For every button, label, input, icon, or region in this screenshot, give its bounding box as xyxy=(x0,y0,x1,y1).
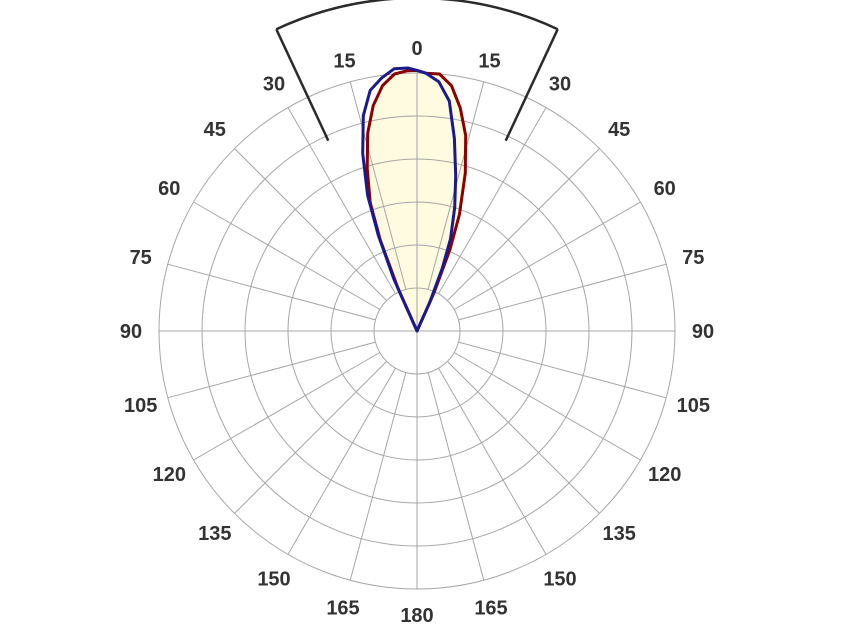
grid-spoke xyxy=(287,107,396,295)
angle-tick-label: 15 xyxy=(333,51,355,73)
angle-tick-label: 75 xyxy=(682,247,704,269)
grid-spoke xyxy=(349,372,407,581)
angle-tick-label: 150 xyxy=(543,569,576,591)
angle-tick-label: 90 xyxy=(692,321,714,343)
angle-tick-label: 60 xyxy=(654,178,676,200)
grid-spoke xyxy=(349,81,407,290)
angle-tick-label: 60 xyxy=(158,178,180,200)
grid-spoke xyxy=(427,372,485,581)
grid-spoke xyxy=(234,361,387,514)
beam-fill-area xyxy=(367,70,466,332)
angle-tick-label: 45 xyxy=(204,119,226,141)
angle-tick-label: 120 xyxy=(153,464,186,486)
angle-tick-label: 75 xyxy=(130,247,152,269)
angle-tick-label: 105 xyxy=(124,395,157,417)
grid-spoke xyxy=(234,148,387,301)
series-blue-curve xyxy=(361,66,458,333)
grid-spoke xyxy=(438,107,547,295)
angle-tick-label: 90 xyxy=(120,321,142,343)
angle-tick-label: 180 xyxy=(400,605,433,627)
angle-tick-label: 105 xyxy=(677,395,710,417)
grid-spoke xyxy=(453,201,641,310)
beam-fill-layer xyxy=(367,70,466,332)
beam-sector-left-edge xyxy=(275,28,330,142)
grid-spoke xyxy=(193,201,381,310)
angle-tick-label: 165 xyxy=(474,597,507,619)
angle-tick-label: 135 xyxy=(603,523,636,545)
angle-tick-label: 165 xyxy=(326,597,359,619)
beam-sector xyxy=(275,0,559,142)
grid-spoke xyxy=(167,263,376,321)
angle-tick-label: 45 xyxy=(608,119,630,141)
angle-tick-label: 120 xyxy=(648,464,681,486)
grid-spoke xyxy=(438,367,547,555)
grid-spoke xyxy=(193,352,381,461)
series-layer xyxy=(361,66,468,333)
grid-spoke xyxy=(447,361,600,514)
angle-tick-label: 0 xyxy=(411,38,422,60)
angle-tick-label: 15 xyxy=(478,51,500,73)
grid-spoke xyxy=(458,341,667,399)
grid-spoke xyxy=(453,352,641,461)
angle-tick-label: 150 xyxy=(257,569,290,591)
angle-tick-label: 135 xyxy=(198,523,231,545)
grid-spoke xyxy=(447,148,600,301)
beam-sector-arc xyxy=(275,0,559,31)
angle-tick-label: 30 xyxy=(263,73,285,95)
grid-spoke xyxy=(287,367,396,555)
angle-labels: 0 15 30 45 60 75 90 105 120 135 150 165 180 15 30 45 60 7… xyxy=(120,38,714,627)
grid-spoke xyxy=(458,263,667,321)
grid-spoke xyxy=(167,341,376,399)
beam-sector-right-edge xyxy=(504,28,559,142)
angle-tick-label: 30 xyxy=(549,73,571,95)
